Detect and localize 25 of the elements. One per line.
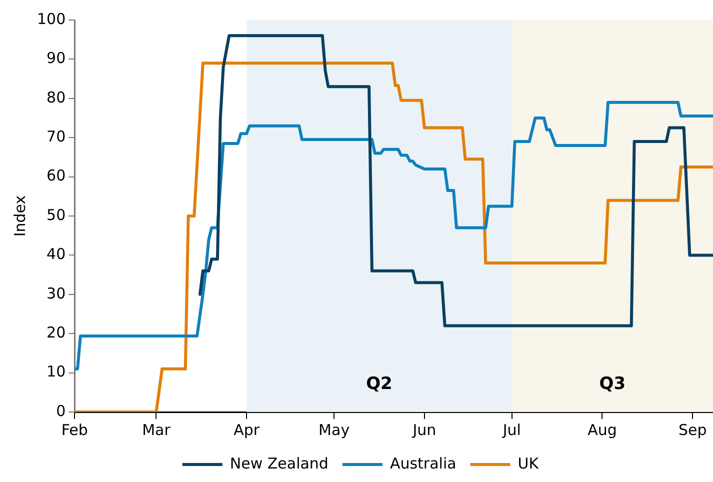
y-tick-label: 50 <box>46 206 66 224</box>
x-tick-label: Apr <box>234 420 260 439</box>
band-label: Q2 <box>366 374 392 394</box>
x-tick-label: Jun <box>412 420 436 439</box>
y-tick-label: 0 <box>56 402 66 420</box>
x-tick-label: Feb <box>61 420 88 439</box>
y-tick-label: 90 <box>46 49 66 68</box>
y-tick-label: 20 <box>46 323 66 342</box>
y-tick-label: 60 <box>46 166 66 185</box>
y-tick-label: 10 <box>46 362 66 381</box>
x-tick-label: Mar <box>142 420 172 439</box>
y-tick-label: 30 <box>46 284 66 302</box>
y-tick-label: 40 <box>46 245 66 264</box>
legend-label: Australia <box>390 454 456 472</box>
band-label: Q3 <box>599 374 626 394</box>
y-tick-label: 80 <box>46 88 66 106</box>
y-tick-label: 100 <box>36 10 66 28</box>
y-axis-title: Index <box>10 195 29 237</box>
legend-label: New Zealand <box>230 454 328 472</box>
y-tick-label: 70 <box>46 127 66 146</box>
x-tick-label: Jul <box>502 420 521 439</box>
x-tick-label: Sep <box>678 420 707 439</box>
x-tick-label: Aug <box>588 420 617 439</box>
x-tick-label: May <box>318 420 350 439</box>
legend-label: UK <box>518 454 540 472</box>
